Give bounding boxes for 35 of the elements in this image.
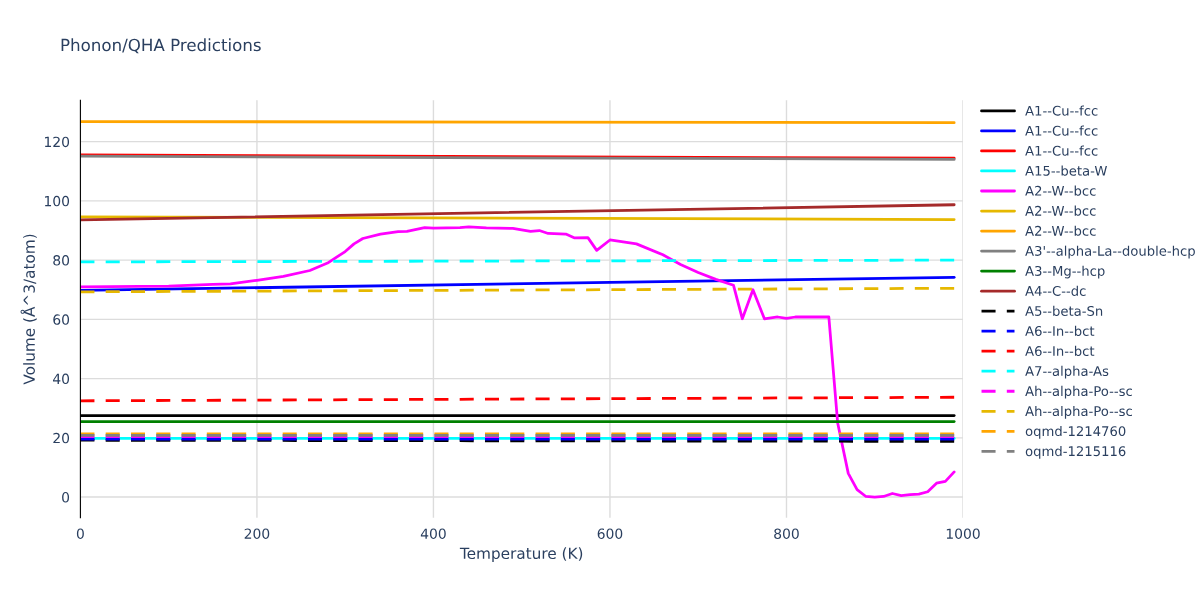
x-tick-label: 1000 — [946, 528, 980, 539]
legend-label: A1--Cu--fcc — [1025, 105, 1098, 116]
x-axis-title: Temperature (K) — [459, 547, 583, 562]
legend-label: A1--Cu--fcc — [1025, 125, 1098, 136]
chart-title: Phonon/QHA Predictions — [61, 38, 261, 54]
legend-label: A7--alpha-As — [1025, 365, 1109, 379]
legend-label: A3'--alpha-La--double-hcp — [1025, 245, 1195, 259]
legend-label: Ah--alpha-Po--sc — [1025, 385, 1132, 399]
y-tick-label: 40 — [52, 373, 70, 385]
x-tick-label: 200 — [244, 528, 270, 539]
y-tick-label: 0 — [62, 492, 70, 503]
x-tick-label: 800 — [774, 528, 799, 539]
legend-label: A15--beta-W — [1025, 165, 1107, 176]
x-tick-label: 0 — [76, 528, 84, 539]
legend-label: A6--In--bct — [1025, 345, 1095, 357]
legend-label: oqmd-1215116 — [1025, 445, 1126, 459]
legend-label: A5--beta-Sn — [1025, 305, 1103, 316]
legend-label: A2--W--bcc — [1025, 185, 1096, 196]
x-tick-label: 600 — [597, 528, 623, 539]
x-tick-label: 400 — [420, 528, 446, 539]
legend-label: oqmd-1214760 — [1025, 425, 1126, 439]
y-tick-label: 100 — [45, 195, 70, 207]
legend-label: A3--Mg--hcp — [1025, 265, 1105, 279]
y-tick-label: 20 — [53, 432, 70, 444]
legend-label: A4--C--dc — [1025, 285, 1086, 296]
legend-label: A2--W--bcc — [1025, 225, 1096, 236]
y-tick-label: 120 — [45, 136, 70, 148]
legend-label: A2--W--bcc — [1025, 205, 1096, 216]
y-tick-label: 60 — [53, 314, 70, 325]
line-series — [80, 225, 956, 499]
legend-label: A1--Cu--fcc — [1025, 145, 1098, 156]
y-axis-title: Volume (Å^3/atom) — [20, 234, 37, 385]
legend-label: Ah--alpha-Po--sc — [1025, 405, 1132, 419]
legend-label: A6--In--bct — [1025, 325, 1095, 336]
y-tick-label: 80 — [53, 255, 70, 266]
